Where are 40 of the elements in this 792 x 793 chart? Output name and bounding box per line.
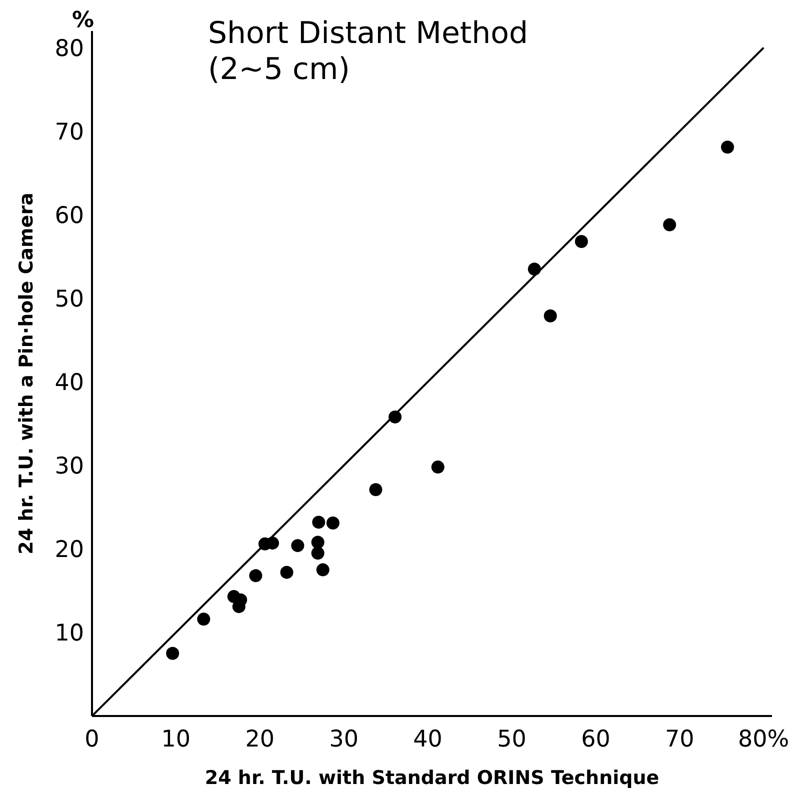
point	[388, 410, 402, 424]
x-tick-label: 30	[329, 726, 358, 752]
point	[291, 539, 304, 552]
x-tick-label: 40	[413, 726, 442, 752]
point	[280, 566, 294, 579]
x-tick-label: 0	[84, 726, 100, 752]
point	[311, 536, 324, 549]
point	[574, 235, 588, 248]
x-tick-label: 50	[497, 726, 526, 752]
point	[431, 460, 444, 474]
chart-title: Short Distant Method	[208, 16, 528, 52]
x-tick-label: 60	[581, 726, 610, 752]
x-tick-label: 80%	[738, 726, 790, 752]
point	[528, 262, 541, 276]
y-tick-label: 80	[54, 36, 84, 62]
y-tick-label: 70	[54, 119, 84, 146]
annotation: %	[72, 8, 94, 33]
point	[197, 612, 210, 626]
point	[369, 483, 382, 496]
x-tick-label: 70	[665, 726, 694, 752]
y-tick-label: 20	[54, 537, 84, 564]
point	[311, 546, 324, 560]
point	[166, 646, 180, 660]
y-tick-label: 40	[54, 370, 84, 396]
point	[249, 569, 262, 582]
x-axis-title: 24 hr. T.U. with Standard ORINS Technique	[204, 767, 660, 789]
x-tick-label: 10	[161, 726, 191, 752]
y-tick-label: 30	[54, 454, 84, 480]
y-tick-label: 10	[54, 620, 84, 647]
y-tick-label: 50	[54, 286, 84, 312]
x-tick-label: 20	[245, 726, 275, 752]
point	[316, 563, 330, 576]
text: (2~5 cm)	[208, 52, 351, 88]
point	[721, 140, 734, 154]
y-tick-label: 60	[54, 202, 84, 229]
point	[544, 309, 557, 322]
point	[312, 516, 326, 529]
point	[326, 516, 340, 530]
y-axis-title: 24 hr. T.U. with a Pin·hole Camera	[16, 192, 38, 554]
point	[663, 218, 676, 232]
